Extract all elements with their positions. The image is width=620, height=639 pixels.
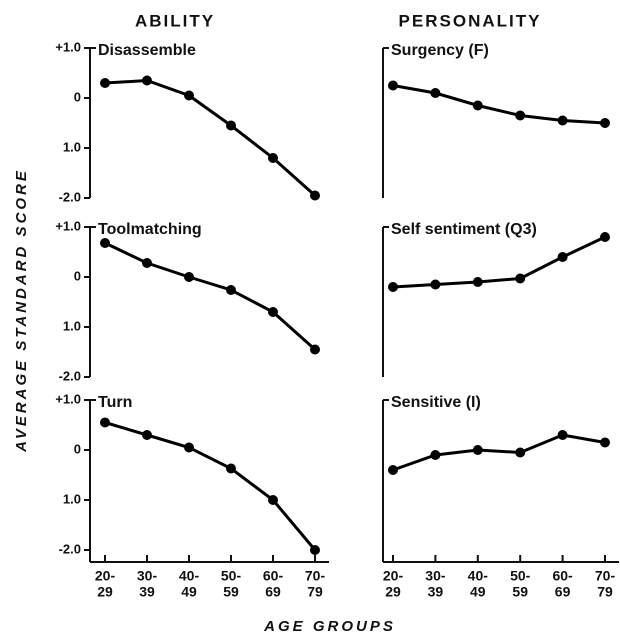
data-point	[430, 279, 441, 290]
x-tick-label: 39	[139, 584, 155, 600]
y-tick-label: -2.0	[59, 368, 81, 383]
x-tick-label: 30-	[137, 568, 158, 584]
data-point	[100, 78, 110, 88]
data-line	[392, 235, 606, 289]
data-point	[268, 153, 278, 163]
data-point	[388, 80, 398, 91]
x-tick-label: 29	[385, 584, 401, 600]
x-tick-label: 29	[97, 584, 113, 600]
x-tick-label: 50-	[221, 568, 242, 584]
data-point	[184, 272, 194, 282]
data-point	[184, 442, 194, 453]
data-point	[430, 88, 441, 98]
panel-title: Toolmatching	[98, 221, 202, 238]
x-tick-label: 70-	[305, 568, 326, 584]
data-point	[100, 238, 110, 248]
x-tick-label: 69	[265, 584, 281, 600]
x-tick-label: 69	[555, 584, 571, 600]
data-point	[226, 463, 236, 474]
data-point	[557, 252, 568, 262]
data-line	[392, 433, 606, 472]
x-tick-label: 20-	[95, 568, 116, 584]
x-tick-label: 20-	[383, 568, 404, 584]
data-point	[600, 118, 610, 128]
data-point	[557, 430, 568, 440]
data-point	[268, 495, 278, 505]
y-tick-label: +1.0	[55, 218, 81, 233]
y-tick-label: 1.0	[63, 318, 81, 333]
x-tick-label: 50-	[510, 568, 531, 584]
data-line	[104, 241, 316, 351]
x-tick-label: 79	[597, 584, 613, 600]
data-point	[310, 545, 320, 555]
panel-title: Surgency (F)	[391, 42, 489, 59]
data-line	[104, 421, 317, 551]
x-tick-label: 59	[223, 584, 239, 600]
data-point	[142, 430, 152, 440]
data-point	[388, 282, 398, 292]
data-point	[142, 75, 152, 86]
data-point	[184, 90, 194, 101]
data-point	[557, 115, 568, 126]
data-point	[226, 120, 236, 131]
data-point	[472, 100, 483, 111]
x-tick-label: 40-	[179, 568, 200, 584]
data-point	[515, 273, 526, 284]
y-tick-label: -2.0	[59, 189, 81, 204]
panel-title: Disassemble	[98, 42, 196, 59]
data-point	[600, 232, 610, 242]
data-line	[104, 78, 316, 197]
panel-title: Turn	[98, 394, 133, 411]
y-tick-label: +1.0	[55, 391, 81, 406]
y-tick-label: -2.0	[59, 541, 81, 556]
data-point	[515, 110, 526, 121]
data-point	[268, 307, 278, 317]
y-tick-label: 0	[74, 441, 81, 456]
column-title: PERSONALITY	[399, 11, 542, 30]
data-point	[100, 417, 110, 428]
data-line	[392, 84, 606, 125]
x-tick-label: 40-	[468, 568, 489, 584]
y-tick-label: 1.0	[63, 491, 81, 506]
data-point	[310, 190, 320, 201]
x-tick-label: 59	[512, 584, 528, 600]
data-point	[600, 437, 610, 448]
y-tick-label: +1.0	[55, 39, 81, 54]
data-point	[226, 285, 236, 295]
x-axis-label: AGE GROUPS	[263, 618, 396, 635]
y-tick-label: 0	[74, 268, 81, 283]
x-tick-label: 60-	[552, 568, 573, 584]
x-tick-label: 49	[470, 584, 486, 600]
data-point	[310, 344, 320, 355]
x-tick-label: 39	[428, 584, 444, 600]
panel-title: Sensitive (I)	[391, 394, 481, 411]
data-point	[515, 447, 526, 458]
data-point	[142, 258, 152, 268]
x-tick-label: 49	[181, 584, 197, 600]
data-point	[472, 277, 483, 287]
panel-title: Self sentiment (Q3)	[391, 221, 537, 238]
x-tick-label: 30-	[425, 568, 446, 584]
x-tick-label: 70-	[595, 568, 616, 584]
data-point	[430, 450, 441, 460]
x-tick-label: 79	[307, 584, 323, 600]
data-point	[388, 465, 398, 475]
y-axis-label: AVERAGE STANDARD SCORE	[13, 168, 30, 453]
data-point	[472, 445, 483, 455]
y-tick-label: 1.0	[63, 139, 81, 154]
x-tick-label: 60-	[263, 568, 284, 584]
column-title: ABILITY	[135, 11, 215, 30]
y-tick-label: 0	[74, 89, 81, 104]
